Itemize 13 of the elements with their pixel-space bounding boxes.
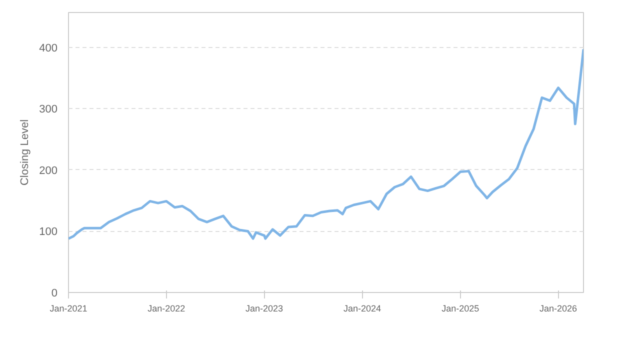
x-tick-label: Jan-2025: [442, 304, 480, 314]
x-tick-label: Jan-2022: [148, 304, 186, 314]
y-tick-label: 400: [39, 42, 58, 54]
x-tick-label: Jan-2024: [343, 304, 381, 314]
y-tick-label: 0: [51, 288, 58, 300]
x-tick-label: Jan-2026: [540, 304, 578, 314]
line-series: [68, 48, 584, 240]
y-tick-label: 200: [39, 164, 58, 177]
x-tick-label: Jan-2023: [246, 304, 284, 314]
y-tick-label: 300: [39, 104, 58, 116]
y-tick-label: 100: [39, 226, 58, 238]
x-tick-label: Jan-2021: [50, 304, 88, 314]
y-axis-title: Closing Level: [19, 119, 32, 186]
